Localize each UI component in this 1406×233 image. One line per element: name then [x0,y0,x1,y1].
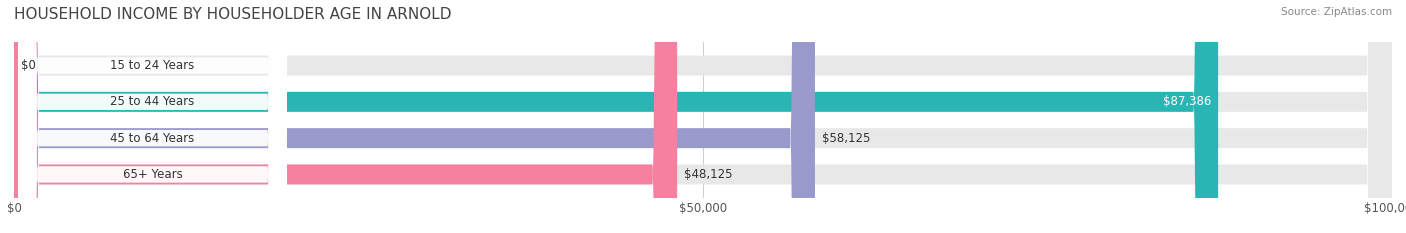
Text: 45 to 64 Years: 45 to 64 Years [111,132,194,145]
Text: 15 to 24 Years: 15 to 24 Years [111,59,194,72]
FancyBboxPatch shape [14,0,1218,233]
FancyBboxPatch shape [18,0,287,233]
Text: $87,386: $87,386 [1163,95,1211,108]
FancyBboxPatch shape [14,0,1392,233]
FancyBboxPatch shape [14,0,815,233]
Text: Source: ZipAtlas.com: Source: ZipAtlas.com [1281,7,1392,17]
Text: $58,125: $58,125 [823,132,870,145]
FancyBboxPatch shape [14,0,1392,233]
Text: 65+ Years: 65+ Years [122,168,183,181]
FancyBboxPatch shape [14,0,1392,233]
FancyBboxPatch shape [14,0,1392,233]
FancyBboxPatch shape [14,0,678,233]
FancyBboxPatch shape [18,0,287,233]
FancyBboxPatch shape [18,0,287,233]
Text: 25 to 44 Years: 25 to 44 Years [111,95,194,108]
FancyBboxPatch shape [18,0,287,233]
Text: HOUSEHOLD INCOME BY HOUSEHOLDER AGE IN ARNOLD: HOUSEHOLD INCOME BY HOUSEHOLDER AGE IN A… [14,7,451,22]
Text: $48,125: $48,125 [685,168,733,181]
Text: $0: $0 [21,59,35,72]
